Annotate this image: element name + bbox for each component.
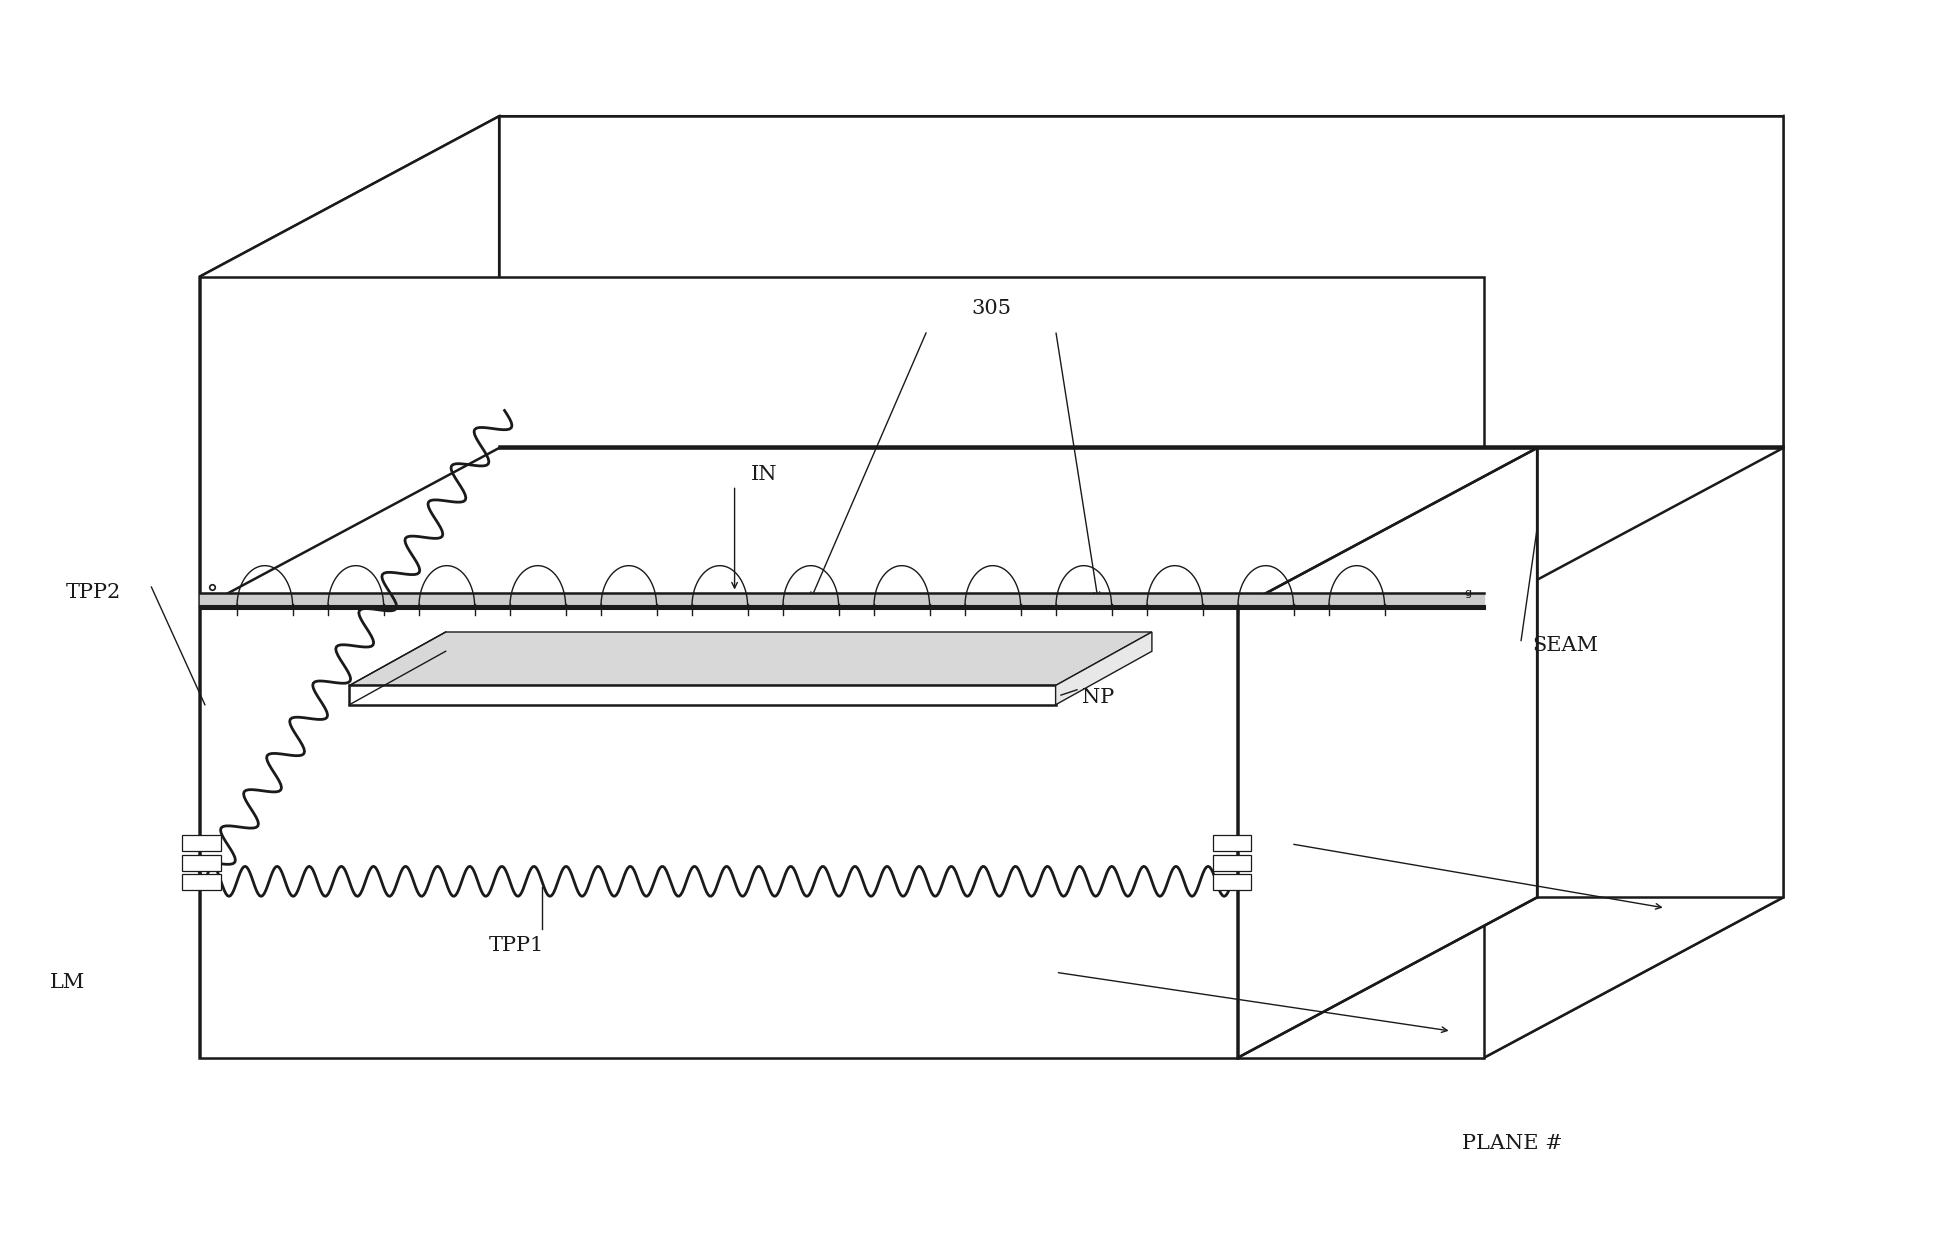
Text: TPP2: TPP2: [66, 583, 120, 602]
Polygon shape: [200, 116, 1782, 277]
Text: PLANE #: PLANE #: [1462, 1134, 1563, 1153]
Text: SEAM: SEAM: [1532, 636, 1598, 656]
Polygon shape: [200, 448, 1782, 608]
Polygon shape: [200, 897, 1782, 1058]
Polygon shape: [349, 686, 1055, 704]
Polygon shape: [1483, 116, 1782, 1058]
Bar: [182, 836, 221, 852]
Bar: [182, 854, 221, 871]
Bar: [182, 874, 221, 889]
Bar: [1212, 836, 1251, 852]
Text: LM: LM: [50, 973, 85, 992]
Polygon shape: [1055, 632, 1152, 704]
Polygon shape: [498, 116, 1782, 897]
Text: IN: IN: [750, 465, 778, 485]
Polygon shape: [200, 277, 1483, 1058]
Polygon shape: [200, 116, 498, 1058]
Polygon shape: [1237, 448, 1536, 1058]
Polygon shape: [349, 632, 1152, 686]
Text: TPP1: TPP1: [489, 936, 543, 955]
Bar: [1212, 874, 1251, 889]
Text: g: g: [1464, 587, 1470, 597]
Text: NP: NP: [1082, 688, 1115, 707]
Text: 305: 305: [971, 300, 1010, 318]
Bar: [1212, 854, 1251, 871]
